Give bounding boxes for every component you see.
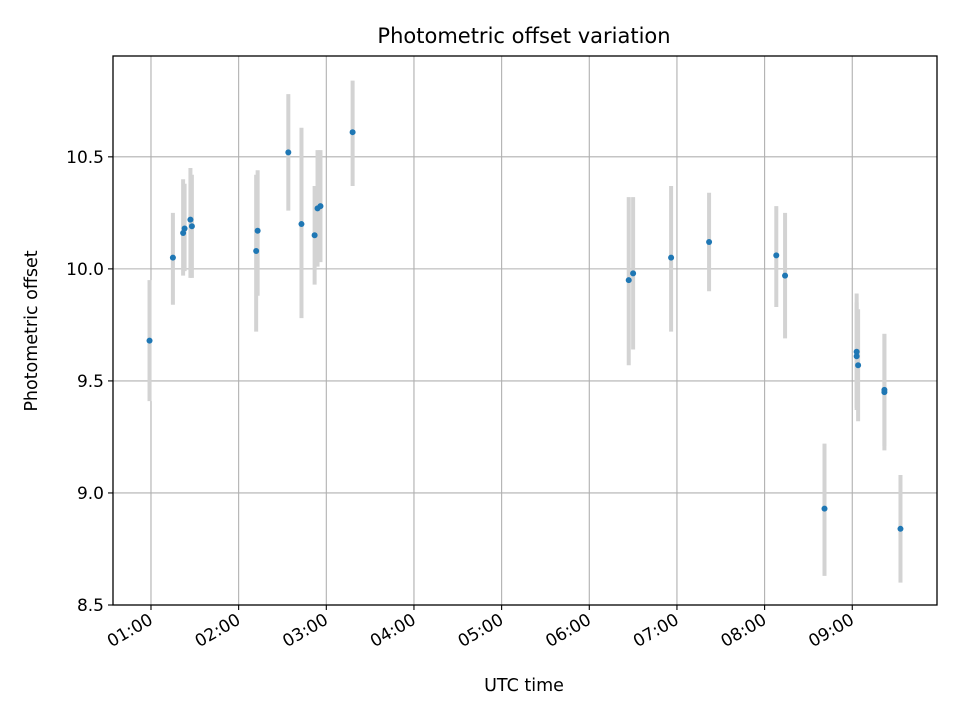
data-point: [773, 252, 780, 259]
data-point: [630, 270, 637, 277]
data-point: [146, 337, 153, 344]
chart-title: Photometric offset variation: [377, 24, 670, 48]
data-point: [188, 223, 195, 230]
data-point: [169, 254, 176, 261]
y-tick-label: 8.5: [77, 596, 104, 616]
data-point: [881, 386, 888, 393]
data-point: [853, 348, 860, 355]
plot-frame: [112, 55, 938, 606]
y-tick-label: 10.5: [66, 148, 104, 168]
data-point: [253, 247, 260, 254]
data-point: [668, 254, 675, 261]
y-tick-label: 9.0: [77, 484, 104, 504]
data-point: [285, 149, 292, 156]
data-point: [317, 203, 324, 210]
y-axis-ticks: 8.5 9.0 9.5 10.0 10.5: [66, 148, 113, 616]
y-axis-title: Photometric offset: [22, 250, 42, 411]
y-tick-label: 9.5: [77, 372, 104, 392]
data-point: [625, 277, 632, 284]
x-axis-title: UTC time: [484, 676, 564, 696]
data-point: [706, 238, 713, 245]
data-point: [254, 227, 261, 234]
data-point: [181, 225, 188, 232]
y-tick-label: 10.0: [66, 260, 104, 280]
data-points: [146, 129, 904, 532]
data-point: [821, 505, 828, 512]
data-point: [311, 232, 318, 239]
data-point: [853, 353, 860, 360]
data-point: [855, 362, 862, 369]
data-point: [897, 525, 904, 532]
data-point: [298, 221, 305, 228]
data-point: [349, 129, 356, 136]
data-point: [187, 216, 194, 223]
data-point: [782, 272, 789, 279]
